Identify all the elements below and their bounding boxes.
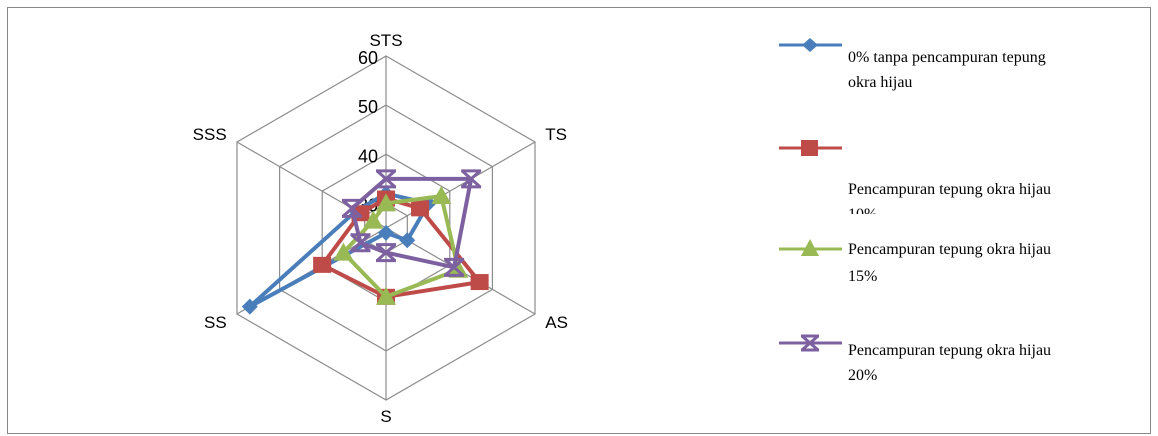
data-point xyxy=(376,243,396,263)
legend-marker-square-icon xyxy=(801,140,818,156)
data-point xyxy=(376,193,396,212)
data-point xyxy=(376,169,396,189)
grid-spoke xyxy=(385,141,536,229)
legend-label-line2: 10% xyxy=(848,206,877,223)
category-label: TS xyxy=(545,125,567,144)
legend-label-line1: 0% tanpa pencampuran tepung xyxy=(848,49,1046,66)
data-point xyxy=(411,200,430,217)
legend-entry-0: 0% tanpa pencampuran tepung okra hijau xyxy=(779,38,1046,91)
category-label: STS xyxy=(369,31,402,50)
category-label: SS xyxy=(204,313,227,332)
data-point xyxy=(431,186,452,205)
legend-label-line2: okra hijau xyxy=(848,74,912,91)
legend-entry-2: Pencampuran tepung okra hijau 15% xyxy=(779,239,1051,285)
legend-entry-3: Pencampuran tepung okra hijau 20% xyxy=(779,334,1051,384)
legend-label-line2: 15% xyxy=(848,268,877,285)
tick-label: 40 xyxy=(358,146,378,166)
data-point xyxy=(313,256,332,273)
data-point xyxy=(444,257,465,277)
data-point xyxy=(333,242,354,261)
data-point xyxy=(399,232,416,249)
series-1 xyxy=(313,190,489,305)
legend-label-line2: 20% xyxy=(848,367,877,384)
legend-marker-triangle-icon xyxy=(801,239,819,256)
legend-label-line1: Pencampuran tepung okra hijau xyxy=(848,342,1051,359)
data-point xyxy=(448,259,469,278)
data-point xyxy=(241,298,258,315)
legend-label-line1: Pencampuran tepung okra hijau xyxy=(848,181,1051,198)
data-point xyxy=(350,233,371,253)
series-2 xyxy=(333,186,469,305)
tick-label: 50 xyxy=(358,97,378,117)
series-3 xyxy=(341,169,482,277)
data-point xyxy=(376,286,396,305)
data-point xyxy=(363,210,384,229)
data-point xyxy=(378,224,394,241)
legend: 0% tanpa pencampuran tepung okra hijau P… xyxy=(779,38,1051,384)
legend-marker-xstar-icon xyxy=(801,334,819,352)
category-label: S xyxy=(380,407,391,426)
chart-frame xyxy=(7,7,1151,434)
category-label: AS xyxy=(545,313,568,332)
data-point xyxy=(470,274,489,291)
category-label: SSS xyxy=(193,125,227,144)
legend-entry-1: Pencampuran tepung okra hijau 10% xyxy=(779,140,1051,223)
legend-marker-diamond-icon xyxy=(802,38,818,52)
data-point xyxy=(341,198,362,218)
data-point xyxy=(461,169,482,189)
legend-label-line1: Pencampuran tepung okra hijau xyxy=(848,241,1051,258)
tick-label: 60 xyxy=(358,48,378,68)
series-layer xyxy=(241,169,489,315)
